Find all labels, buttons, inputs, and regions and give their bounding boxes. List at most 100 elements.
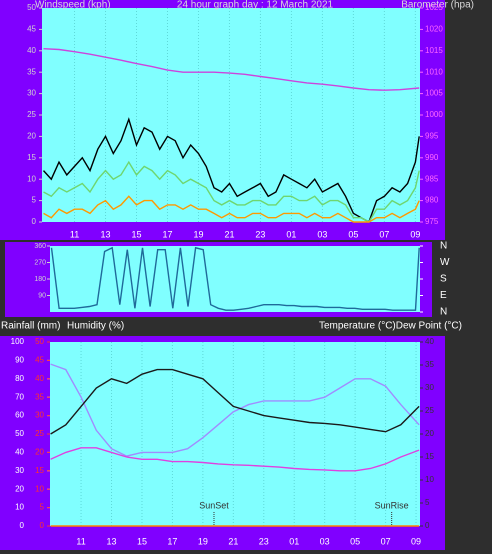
y3-tick-label: 20 bbox=[35, 448, 44, 457]
x-tick-label: 23 bbox=[255, 229, 265, 239]
series-line bbox=[43, 195, 420, 223]
x-tick-label: 13 bbox=[107, 536, 117, 546]
y-tick-label: 25 bbox=[27, 110, 36, 119]
x-tick-label: 01 bbox=[286, 229, 296, 239]
x-tick-label: 11 bbox=[70, 229, 79, 239]
y3-tick-label: 35 bbox=[35, 392, 44, 401]
x-tick-label: 05 bbox=[350, 536, 360, 546]
y-tick-label: 35 bbox=[27, 67, 36, 76]
y-tick-label: 40 bbox=[15, 448, 24, 457]
y-tick-label: 15 bbox=[27, 153, 36, 162]
y2-tick-label: 0 bbox=[425, 521, 430, 530]
y-tick-label: 0 bbox=[20, 521, 25, 530]
series-line bbox=[50, 368, 420, 435]
y-tick-label: 20 bbox=[27, 132, 36, 141]
y-tick-label: 20 bbox=[15, 484, 24, 493]
y2-tick-label: N bbox=[440, 241, 447, 252]
x-tick-label: 19 bbox=[198, 536, 208, 546]
y-tick-label: 270 bbox=[34, 259, 46, 266]
y2-tick-label: E bbox=[440, 290, 447, 301]
y-tick-label: 60 bbox=[15, 411, 24, 420]
y3-tick-label: 45 bbox=[35, 356, 44, 365]
title-text: 24 hour graph day : 12 March 2021 bbox=[177, 0, 334, 11]
y2-tick-label: 20 bbox=[425, 429, 434, 438]
y-tick-label: 70 bbox=[15, 392, 24, 401]
y-tick-label: 10 bbox=[27, 174, 36, 183]
x-tick-label: 07 bbox=[381, 536, 391, 546]
plot-area bbox=[50, 246, 420, 312]
y2-tick-label: 1005 bbox=[425, 89, 443, 98]
y2-tick-label: N bbox=[440, 307, 447, 318]
y2-tick-label: 1010 bbox=[425, 67, 443, 76]
y-tick-label: 30 bbox=[27, 89, 36, 98]
x-tick-label: 09 bbox=[410, 229, 420, 239]
chart-layer: Windspeed (kph) 24 hour graph day : 12 Ma… bbox=[1, 0, 474, 546]
x-tick-label: 21 bbox=[224, 229, 234, 239]
series-line bbox=[43, 160, 420, 223]
y-tick-label: 100 bbox=[11, 337, 25, 346]
x-tick-label: 05 bbox=[348, 229, 358, 239]
x-tick-label: 19 bbox=[193, 229, 203, 239]
y2-tick-label: 995 bbox=[425, 132, 439, 141]
series-line bbox=[43, 48, 420, 91]
annotation-label: SunRise bbox=[375, 500, 409, 510]
x-tick-label: 15 bbox=[131, 229, 141, 239]
y2-tick-label: 1000 bbox=[425, 110, 443, 119]
y3-tick-label: 50 bbox=[35, 337, 44, 346]
y3-tick-label: 5 bbox=[40, 503, 45, 512]
y-tick-label: 80 bbox=[15, 374, 24, 383]
y2-tick-label: 35 bbox=[425, 360, 434, 369]
y2-tick-label: 15 bbox=[425, 452, 434, 461]
y2-tick-label: 10 bbox=[425, 475, 434, 484]
ylabel-text: Humidity (%) bbox=[67, 321, 124, 332]
y-tick-label: 50 bbox=[27, 3, 36, 12]
y-tick-label: 50 bbox=[15, 429, 24, 438]
ylabel-text: Barometer (hpa) bbox=[401, 0, 474, 11]
y2-tick-label: W bbox=[440, 257, 450, 268]
y-tick-label: 0 bbox=[32, 217, 37, 226]
ylabel-text: Rainfall (mm) bbox=[1, 321, 60, 332]
y3-tick-label: 0 bbox=[40, 521, 45, 530]
y2-tick-label: 985 bbox=[425, 174, 439, 183]
y-tick-label: 5 bbox=[32, 196, 37, 205]
y2-tick-label: 5 bbox=[425, 498, 430, 507]
y3-tick-label: 30 bbox=[35, 411, 44, 420]
y-tick-label: 360 bbox=[34, 243, 46, 250]
y2-tick-label: 1015 bbox=[425, 46, 443, 55]
y-tick-label: 90 bbox=[15, 356, 24, 365]
y-tick-label: 30 bbox=[15, 466, 24, 475]
y2-tick-label: 1025 bbox=[425, 3, 443, 12]
y2-tick-label: S bbox=[440, 274, 447, 285]
y-tick-label: 180 bbox=[34, 276, 46, 283]
ylabel-text: Temperature (°C)Dew Point (°C) bbox=[319, 321, 462, 332]
x-tick-label: 15 bbox=[137, 536, 147, 546]
series-line bbox=[42, 117, 420, 224]
series-line bbox=[50, 246, 420, 311]
x-tick-label: 17 bbox=[162, 229, 172, 239]
plot-area bbox=[50, 342, 420, 526]
y2-tick-label: 25 bbox=[425, 406, 434, 415]
x-tick-label: 01 bbox=[289, 536, 299, 546]
x-tick-label: 03 bbox=[320, 536, 330, 546]
y2-tick-label: 30 bbox=[425, 383, 434, 392]
plot-area bbox=[42, 8, 420, 222]
y2-tick-label: 1020 bbox=[425, 25, 443, 34]
y2-tick-label: 990 bbox=[425, 153, 439, 162]
annotation-label: SunSet bbox=[199, 500, 229, 510]
x-tick-label: 21 bbox=[228, 536, 238, 546]
y3-tick-label: 25 bbox=[35, 429, 44, 438]
x-tick-label: 09 bbox=[411, 536, 421, 546]
x-tick-label: 23 bbox=[259, 536, 269, 546]
y3-tick-label: 15 bbox=[35, 466, 44, 475]
y3-tick-label: 10 bbox=[35, 484, 44, 493]
series-line bbox=[50, 447, 420, 472]
x-tick-label: 07 bbox=[379, 229, 389, 239]
y2-tick-label: 980 bbox=[425, 196, 439, 205]
ylabel-text: Windspeed (kph) bbox=[35, 0, 111, 11]
y-tick-label: 10 bbox=[15, 503, 24, 512]
y-tick-label: 45 bbox=[27, 25, 36, 34]
y2-tick-label: 975 bbox=[425, 217, 439, 226]
y-tick-label: 90 bbox=[38, 292, 46, 299]
